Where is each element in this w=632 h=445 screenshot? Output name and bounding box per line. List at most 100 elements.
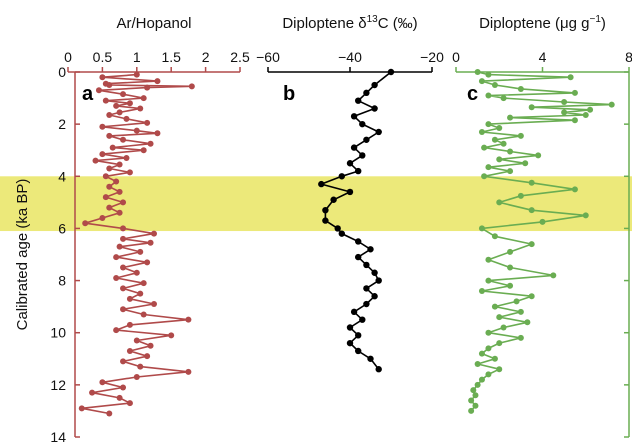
data-point: [528, 241, 535, 248]
x-axis-title-sup: −1: [589, 14, 601, 25]
data-point: [168, 332, 175, 339]
x-tick-label: −60: [256, 49, 280, 65]
data-point: [474, 361, 481, 367]
data-point: [106, 132, 113, 139]
data-point: [334, 225, 341, 232]
data-point: [113, 274, 120, 281]
data-point: [346, 160, 354, 167]
data-point: [528, 293, 535, 300]
data-point: [478, 225, 485, 232]
data-point: [367, 246, 374, 253]
panel-a: 0 0.5 1 1.5 2 2.5 Ar/Hopanol a: [64, 15, 250, 438]
data-point: [318, 180, 325, 188]
data-point: [359, 152, 366, 159]
data-point: [478, 78, 485, 85]
data-point: [126, 347, 133, 354]
data-point: [350, 113, 358, 120]
data-point: [355, 238, 362, 245]
data-point: [582, 212, 589, 219]
data-point: [330, 196, 337, 203]
x-axis-title-part: ): [601, 15, 606, 32]
data-point: [517, 192, 524, 199]
data-point: [561, 98, 568, 105]
data-point: [355, 347, 362, 355]
data-point: [375, 128, 382, 136]
data-point: [355, 97, 362, 104]
data-point: [500, 140, 507, 147]
data-point: [106, 112, 113, 119]
x-axis-title: Diploptene (μg g−1): [479, 14, 606, 32]
data-point: [491, 355, 498, 362]
data-point: [92, 157, 99, 164]
data-point: [507, 168, 514, 175]
panel-letter: b: [283, 83, 295, 105]
data-point: [144, 84, 151, 91]
data-point: [567, 74, 574, 81]
data-point: [472, 392, 479, 399]
data-point: [387, 68, 395, 76]
data-point: [474, 69, 481, 75]
data-point: [468, 397, 475, 404]
data-point: [147, 140, 154, 147]
data-point: [478, 350, 485, 357]
data-point: [120, 235, 127, 242]
x-tick-label: −40: [338, 49, 362, 65]
data-point: [468, 407, 475, 414]
data-point: [491, 136, 498, 143]
data-point: [371, 269, 378, 276]
data-point: [113, 327, 120, 334]
data-point: [517, 132, 524, 139]
data-point: [137, 363, 144, 370]
highlight-band: [0, 176, 632, 232]
data-point: [120, 384, 127, 391]
data-point: [140, 280, 147, 287]
y-tick-label: 6: [58, 220, 66, 236]
data-point: [524, 319, 531, 326]
x-tick-label: 1.5: [161, 49, 181, 65]
data-point: [109, 144, 116, 151]
data-point: [116, 394, 123, 401]
x-axis-title-sup: 13: [367, 14, 379, 25]
data-point: [478, 376, 485, 383]
data-point: [120, 136, 127, 143]
data-point: [485, 71, 492, 78]
data-point: [371, 105, 378, 112]
data-point: [154, 130, 161, 137]
data-point: [99, 123, 106, 130]
x-tick-label: 2.5: [230, 49, 250, 65]
data-point: [126, 295, 133, 302]
series-line: [470, 71, 613, 412]
data-point: [120, 225, 127, 232]
data-point: [485, 256, 492, 263]
data-point: [123, 115, 130, 122]
data-point: [106, 165, 113, 172]
x-axis-title: Diploptene δ13C (‰): [282, 14, 417, 32]
data-point: [485, 345, 492, 352]
data-point: [550, 272, 557, 279]
data-point: [491, 303, 498, 310]
data-point: [126, 321, 133, 328]
series-line: [81, 73, 193, 415]
data-point: [185, 316, 192, 323]
y-tick-label: 2: [58, 116, 66, 132]
data-point: [346, 324, 354, 331]
data-point: [133, 127, 140, 134]
data-point: [363, 261, 370, 269]
x-axis-title: Ar/Hopanol: [116, 15, 191, 32]
data-point: [322, 206, 329, 214]
data-point: [507, 282, 514, 289]
x-tick-label: 1: [133, 49, 141, 65]
x-tick-label: 0: [64, 49, 72, 65]
data-point: [116, 243, 123, 250]
data-point: [500, 324, 507, 331]
data-point: [102, 97, 109, 104]
data-point: [496, 125, 503, 132]
data-point: [375, 366, 382, 373]
data-point: [120, 91, 127, 98]
data-point: [507, 148, 514, 155]
data-point: [359, 316, 366, 323]
data-point: [496, 199, 503, 206]
data-point: [144, 119, 151, 126]
data-point: [133, 374, 140, 381]
y-tick-label: 0: [58, 64, 66, 80]
